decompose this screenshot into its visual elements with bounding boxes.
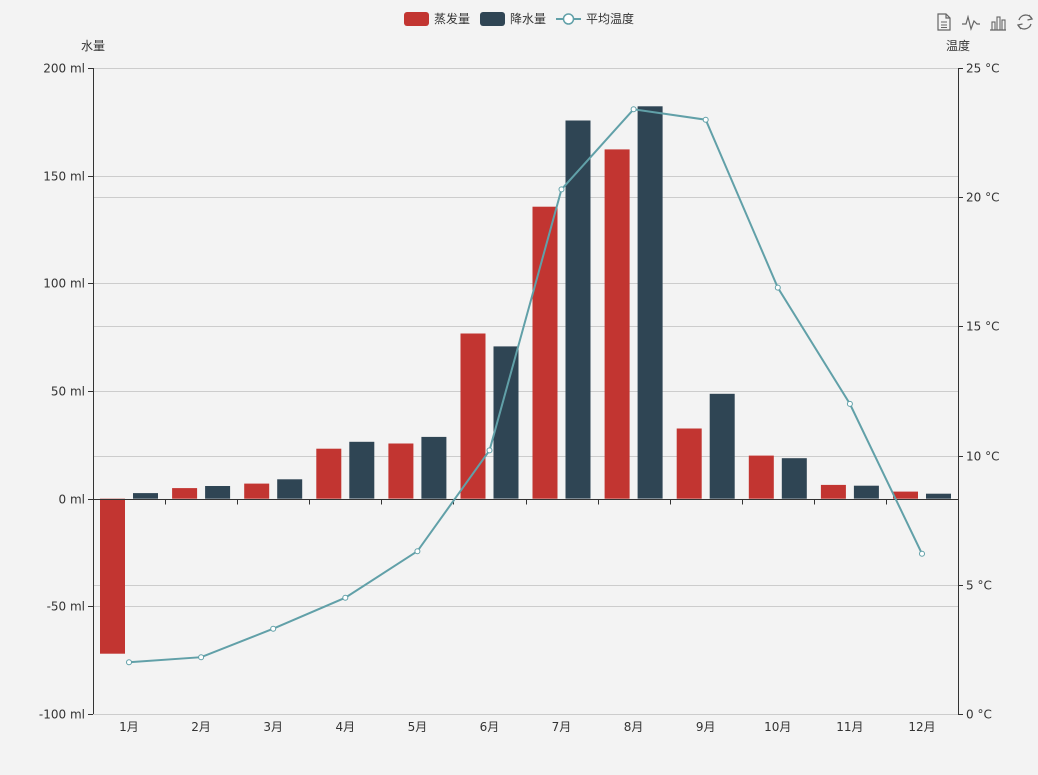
- x-tick-label-3: 3月: [263, 720, 283, 734]
- bar-evaporation-8: [604, 149, 630, 499]
- line-chart-icon-shape: [962, 14, 980, 32]
- y-right-tick-label: 5 °C: [966, 579, 992, 593]
- line-chart-icon[interactable]: [962, 14, 980, 32]
- restore-icon-arrows: [1016, 14, 1034, 30]
- bar-precipitation-8: [637, 106, 663, 499]
- y-left-tick-label: 0 ml: [59, 493, 85, 507]
- data-view-icon-shape: [937, 13, 951, 31]
- bar-evaporation-11: [820, 484, 846, 499]
- y-left-tick-label: 50 ml: [51, 385, 85, 399]
- toolbox: [937, 13, 1034, 32]
- bar-evaporation-5: [388, 443, 414, 499]
- x-tick-label-11: 11月: [836, 720, 863, 734]
- bar-chart-icon-bar2: [996, 16, 1001, 31]
- temperature-point-3: [270, 625, 277, 632]
- bar-precipitation-2: [205, 486, 231, 499]
- temperature-point-10: [774, 284, 781, 291]
- legend-swatch-bar: [480, 12, 505, 26]
- line-series-group: [126, 106, 925, 666]
- bar-evaporation-4: [316, 448, 342, 499]
- temperature-point-6: [486, 447, 493, 454]
- x-tick-label-8: 8月: [624, 720, 644, 734]
- bar-precipitation-3: [277, 479, 303, 499]
- y-left-tick-label: -100 ml: [39, 708, 85, 722]
- axes-group: 1月 2月 3月 4月 5月 6月 7月 8月 9月 10月 11月 12月 -100 ml -50 ml…: [39, 38, 1000, 734]
- bar-chart-icon-bar3: [1001, 19, 1006, 31]
- legend-swatch-bar: [404, 12, 429, 26]
- legend-item-1[interactable]: 蒸发量: [404, 11, 470, 26]
- bar-evaporation-3: [244, 483, 270, 499]
- legend-item-3[interactable]: 平均温度: [556, 11, 634, 26]
- temperature-line: [128, 108, 923, 664]
- x-tick-label-4: 4月: [335, 720, 355, 734]
- y-left-axis-title: 水量: [81, 39, 105, 53]
- legend: 蒸发量 降水量 平均温度: [404, 11, 634, 26]
- x-tick-label-1: 1月: [119, 720, 139, 734]
- data-view-icon-lines: [941, 21, 947, 28]
- y-left-tick-label: -50 ml: [47, 600, 85, 614]
- temperature-point-2: [198, 654, 205, 661]
- bar-precipitation-12: [926, 493, 951, 499]
- data-view-icon[interactable]: [937, 13, 951, 31]
- y-right-tick-label: 0 °C: [966, 708, 992, 722]
- y-left-tick-label: 100 ml: [43, 277, 85, 291]
- x-tick-label-12: 12月: [908, 720, 935, 734]
- bar-evaporation-6: [460, 333, 486, 499]
- temperature-point-8: [630, 106, 637, 113]
- temperature-point-9: [702, 116, 709, 123]
- y-left-tick-label: 150 ml: [43, 170, 85, 184]
- y-right-tick-label: 15 °C: [966, 320, 999, 334]
- x-tick-label-5: 5月: [408, 720, 428, 734]
- bar-precipitation-10: [781, 458, 807, 499]
- legend-item-2[interactable]: 降水量: [480, 12, 546, 26]
- restore-icon[interactable]: [1016, 14, 1034, 30]
- bar-evaporation-9: [676, 428, 702, 499]
- temperature-point-5: [414, 548, 421, 555]
- y-right-tick-label: 10 °C: [966, 450, 999, 464]
- bar-evaporation-7: [532, 206, 558, 499]
- y-right-axis-title: 温度: [946, 38, 970, 53]
- bar-precipitation-7: [565, 120, 591, 499]
- bar-precipitation-4: [349, 441, 375, 499]
- bar-evaporation-12: [893, 491, 918, 499]
- y-left-tick-label: 200 ml: [43, 62, 85, 76]
- bar-precipitation-9: [709, 393, 735, 499]
- temperature-point-4: [342, 594, 349, 601]
- x-tick-label-6: 6月: [480, 720, 500, 734]
- grid-lines: [93, 68, 958, 715]
- legend-label: 降水量: [510, 12, 546, 26]
- temperature-point-1: [126, 659, 132, 666]
- y-right-tick-label: 20 °C: [966, 191, 999, 205]
- x-tick-label-10: 10月: [764, 720, 791, 734]
- temperature-point-12: [919, 550, 925, 557]
- bar-evaporation-10: [748, 455, 774, 499]
- legend-label: 平均温度: [586, 11, 634, 26]
- bar-precipitation-11: [853, 485, 879, 499]
- x-tick-label-2: 2月: [191, 720, 211, 734]
- bar-evaporation-1: [100, 498, 125, 654]
- bar-precipitation-5: [421, 436, 447, 499]
- legend-label: 蒸发量: [434, 11, 470, 26]
- bars-group: [100, 106, 951, 654]
- x-tick-label-7: 7月: [552, 720, 572, 734]
- bar-evaporation-2: [172, 488, 198, 499]
- bar-chart-icon[interactable]: [990, 16, 1006, 31]
- temperature-point-11: [846, 400, 853, 407]
- temperature-point-7: [558, 186, 565, 193]
- legend-swatch-marker: [562, 13, 575, 25]
- y-right-tick-label: 25 °C: [966, 62, 999, 76]
- bar-precipitation-1: [133, 493, 158, 499]
- bar-chart-icon-bar1: [991, 21, 996, 31]
- x-tick-label-9: 9月: [696, 720, 716, 734]
